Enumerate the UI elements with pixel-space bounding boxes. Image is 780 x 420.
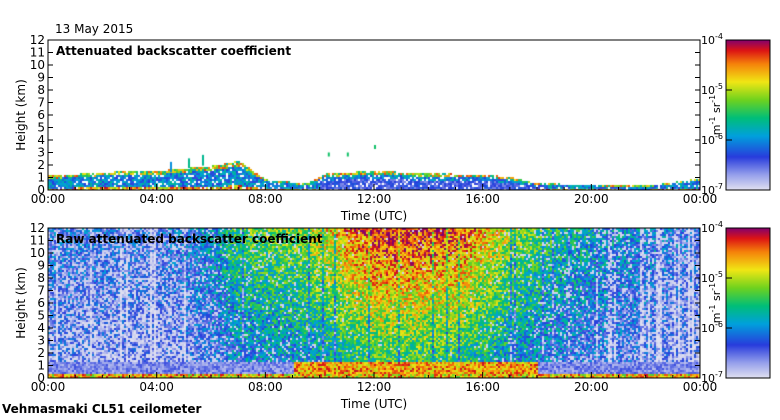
bottom-y-tick-label: 12 bbox=[30, 221, 45, 235]
bottom-colorbar-unit-label: m-1 sr-1 bbox=[708, 283, 723, 323]
bottom-x-tick-label: 04:00 bbox=[139, 380, 174, 394]
instrument-label: Vehmasmaki CL51 ceilometer bbox=[2, 402, 202, 416]
bottom-x-axis-label: Time (UTC) bbox=[340, 397, 407, 411]
bottom-y-tick-label: 10 bbox=[30, 246, 45, 260]
bottom-colorbar-tick-label: 10-4 bbox=[701, 220, 723, 235]
bottom-y-tick-label: 8 bbox=[37, 271, 45, 285]
bottom-y-tick-label: 4 bbox=[37, 321, 45, 335]
top-y-tick-label: 2 bbox=[37, 158, 45, 172]
date-label: 13 May 2015 bbox=[55, 22, 134, 36]
bottom-y-tick-label: 6 bbox=[37, 296, 45, 310]
bottom-x-tick-label: 16:00 bbox=[465, 380, 500, 394]
bottom-x-tick-label: 12:00 bbox=[357, 380, 392, 394]
bottom-plot-frame bbox=[47, 227, 701, 379]
top-x-tick-label: 12:00 bbox=[357, 192, 392, 206]
top-colorbar-tick-label: 10-4 bbox=[701, 32, 723, 47]
top-y-axis-label: Height (km) bbox=[14, 79, 28, 150]
top-x-tick-label: 00:00 bbox=[683, 192, 718, 206]
top-y-tick-label: 6 bbox=[37, 108, 45, 122]
bottom-y-tick-label: 7 bbox=[37, 284, 45, 298]
top-x-tick-label: 08:00 bbox=[248, 192, 283, 206]
top-panel-title: Attenuated backscatter coefficient bbox=[56, 44, 291, 58]
top-y-tick-label: 7 bbox=[37, 96, 45, 110]
top-colorbar bbox=[725, 39, 771, 191]
top-x-tick-label: 16:00 bbox=[465, 192, 500, 206]
top-x-axis-label: Time (UTC) bbox=[340, 209, 407, 223]
top-y-tick-label: 5 bbox=[37, 121, 45, 135]
bottom-y-tick-label: 0 bbox=[37, 371, 45, 385]
top-colorbar-tick-label: 10-7 bbox=[701, 182, 723, 197]
top-x-tick-label: 00:00 bbox=[31, 192, 66, 206]
bottom-y-tick-label: 9 bbox=[37, 259, 45, 273]
bottom-colorbar-tick-label: 10-7 bbox=[701, 370, 723, 385]
top-panel-backscatter-image bbox=[48, 40, 700, 190]
top-y-tick-label: 8 bbox=[37, 83, 45, 97]
top-y-tick-label: 3 bbox=[37, 146, 45, 160]
top-x-tick-label: 04:00 bbox=[139, 192, 174, 206]
bottom-y-tick-label: 3 bbox=[37, 334, 45, 348]
top-x-tick-label: 20:00 bbox=[574, 192, 609, 206]
bottom-panel-raw-backscatter-image bbox=[48, 228, 700, 378]
bottom-x-tick-label: 00:00 bbox=[683, 380, 718, 394]
bottom-y-tick-label: 1 bbox=[37, 359, 45, 373]
bottom-y-axis-label: Height (km) bbox=[14, 267, 28, 338]
bottom-x-tick-label: 20:00 bbox=[574, 380, 609, 394]
top-y-tick-label: 11 bbox=[30, 46, 45, 60]
top-y-tick-label: 0 bbox=[37, 183, 45, 197]
bottom-colorbar bbox=[725, 227, 771, 379]
bottom-y-tick-label: 5 bbox=[37, 309, 45, 323]
bottom-x-tick-label: 08:00 bbox=[248, 380, 283, 394]
bottom-y-tick-label: 2 bbox=[37, 346, 45, 360]
top-y-tick-label: 1 bbox=[37, 171, 45, 185]
top-plot-frame bbox=[47, 39, 701, 191]
bottom-x-tick-label: 00:00 bbox=[31, 380, 66, 394]
bottom-panel-title: Raw attenuated backscatter coefficient bbox=[56, 232, 323, 246]
top-colorbar-tick-label: 10-5 bbox=[701, 82, 723, 97]
top-y-tick-label: 12 bbox=[30, 33, 45, 47]
top-y-tick-label: 9 bbox=[37, 71, 45, 85]
top-colorbar-unit-label: m-1 sr-1 bbox=[708, 95, 723, 135]
top-y-tick-label: 10 bbox=[30, 58, 45, 72]
top-y-tick-label: 4 bbox=[37, 133, 45, 147]
bottom-colorbar-tick-label: 10-5 bbox=[701, 270, 723, 285]
bottom-y-tick-label: 11 bbox=[30, 234, 45, 248]
